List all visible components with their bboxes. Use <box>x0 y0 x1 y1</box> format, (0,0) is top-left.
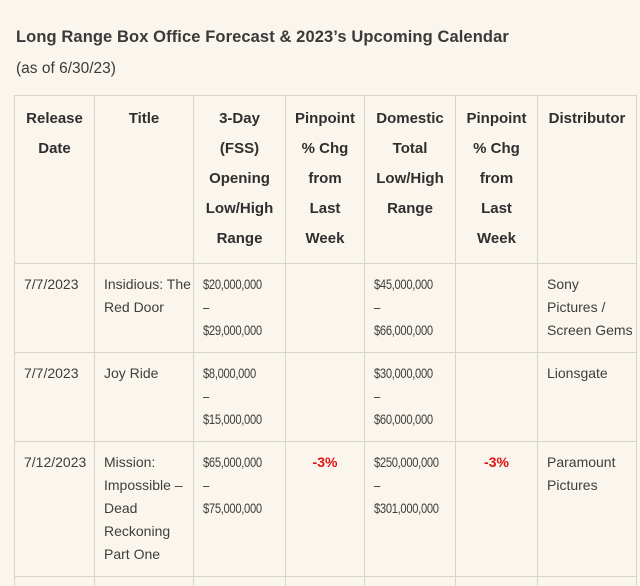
cell-opening-range: $20,000,000 – $29,000,000 <box>193 263 286 353</box>
cell-empty <box>94 576 194 586</box>
cell-domestic-pct-change <box>455 352 538 442</box>
table-row: 7/7/2023 Insidious: The Red Door $20,000… <box>14 263 637 353</box>
cell-domestic-pct-change: -3% <box>455 441 538 577</box>
column-header-domestic-range: Domestic Total Low/High Range <box>364 95 456 264</box>
column-header-title: Title <box>94 95 194 264</box>
cell-distributor: Paramount Pictures <box>537 441 637 577</box>
cell-domestic-range: $30,000,000 – $60,000,000 <box>364 352 456 442</box>
cell-title: Insidious: The Red Door <box>94 263 194 353</box>
column-header-distributor: Distributor <box>537 95 637 264</box>
cell-empty <box>455 576 538 586</box>
cell-opening-pct-change <box>285 263 365 353</box>
article-page: Long Range Box Office Forecast & 2023’s … <box>0 28 640 586</box>
cell-distributor: Sony Pictures / Screen Gems <box>537 263 637 353</box>
table-header: Release Date Title 3-Day (FSS) Opening L… <box>14 95 637 264</box>
table-row-partial <box>14 576 637 586</box>
cell-empty <box>193 576 286 586</box>
cell-title: Mission: Impossible – Dead Reckoning Par… <box>94 441 194 577</box>
cell-opening-range: $65,000,000 – $75,000,000 <box>193 441 286 577</box>
column-header-opening-pct-change: Pinpoint % Chg from Last Week <box>285 95 365 264</box>
cell-release-date: 7/12/2023 <box>14 441 95 577</box>
table-row: 7/7/2023 Joy Ride $8,000,000 – $15,000,0… <box>14 352 637 442</box>
cell-opening-range: $8,000,000 – $15,000,000 <box>193 352 286 442</box>
table-body: 7/7/2023 Insidious: The Red Door $20,000… <box>14 263 637 586</box>
cell-release-date: 7/7/2023 <box>14 352 95 442</box>
cell-opening-pct-change <box>285 352 365 442</box>
cell-domestic-range: $45,000,000 – $66,000,000 <box>364 263 456 353</box>
header-row: Release Date Title 3-Day (FSS) Opening L… <box>14 95 637 264</box>
table-row: 7/12/2023 Mission: Impossible – Dead Rec… <box>14 441 637 577</box>
forecast-table: Release Date Title 3-Day (FSS) Opening L… <box>14 95 637 586</box>
cell-empty <box>14 576 95 586</box>
cell-empty <box>364 576 456 586</box>
column-header-release-date: Release Date <box>14 95 95 264</box>
cell-domestic-pct-change <box>455 263 538 353</box>
column-header-opening-range: 3-Day (FSS) Opening Low/High Range <box>193 95 286 264</box>
column-header-domestic-pct-change: Pinpoint % Chg from Last Week <box>455 95 538 264</box>
cell-domestic-range: $250,000,000 – $301,000,000 <box>364 441 456 577</box>
cell-empty <box>537 576 637 586</box>
page-subtitle: (as of 6/30/23) <box>16 60 116 77</box>
cell-empty <box>285 576 365 586</box>
page-title: Long Range Box Office Forecast & 2023’s … <box>16 28 509 46</box>
cell-distributor: Lionsgate <box>537 352 637 442</box>
cell-opening-pct-change: -3% <box>285 441 365 577</box>
cell-title: Joy Ride <box>94 352 194 442</box>
cell-release-date: 7/7/2023 <box>14 263 95 353</box>
